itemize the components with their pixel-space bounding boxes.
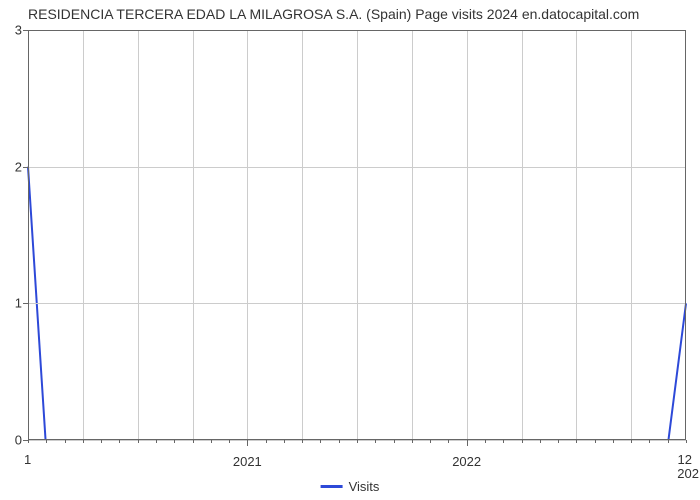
x-minor-tick [65, 440, 66, 443]
x-right-corner-label: 12 [678, 452, 692, 467]
ytick-label: 3 [15, 23, 22, 38]
ytick-label: 1 [15, 296, 22, 311]
x-minor-tick [631, 440, 632, 443]
x-minor-tick [503, 440, 504, 443]
plot-border [28, 30, 686, 31]
x-minor-tick [467, 440, 468, 443]
x-minor-tick [649, 440, 650, 443]
vgrid-line [83, 30, 84, 440]
x-minor-tick [247, 440, 248, 443]
x-minor-tick [119, 440, 120, 443]
chart-title: RESIDENCIA TERCERA EDAD LA MILAGROSA S.A… [28, 6, 639, 22]
x-minor-tick [28, 440, 29, 443]
xtick-label: 2021 [233, 454, 262, 469]
vgrid-line [522, 30, 523, 440]
x-minor-tick [375, 440, 376, 443]
x-minor-tick [540, 440, 541, 443]
vgrid-line [467, 30, 468, 440]
vgrid-line [412, 30, 413, 440]
x-minor-tick [668, 440, 669, 443]
ytick-label: 0 [15, 433, 22, 448]
x-minor-tick [339, 440, 340, 443]
x-minor-tick [485, 440, 486, 443]
x-minor-tick [284, 440, 285, 443]
x-minor-tick [558, 440, 559, 443]
x-minor-tick [229, 440, 230, 443]
x-minor-tick [522, 440, 523, 443]
plot-border [685, 30, 686, 440]
x-minor-tick [302, 440, 303, 443]
x-minor-tick [101, 440, 102, 443]
x-minor-tick [266, 440, 267, 443]
x-minor-tick [138, 440, 139, 443]
x-minor-tick [193, 440, 194, 443]
ytick-label: 2 [15, 159, 22, 174]
legend-label: Visits [349, 479, 380, 494]
plot-border [28, 30, 29, 440]
x-minor-tick [394, 440, 395, 443]
x-minor-tick [46, 440, 47, 443]
x-minor-tick [576, 440, 577, 443]
x-minor-tick [448, 440, 449, 443]
vgrid-line [247, 30, 248, 440]
visits-chart: RESIDENCIA TERCERA EDAD LA MILAGROSA S.A… [0, 0, 700, 500]
xtick-label: 2022 [452, 454, 481, 469]
x-minor-tick [430, 440, 431, 443]
x-minor-tick [357, 440, 358, 443]
plot-border [28, 439, 686, 440]
x-minor-tick [686, 440, 687, 443]
vgrid-line [302, 30, 303, 440]
x-minor-tick [83, 440, 84, 443]
x-minor-tick [613, 440, 614, 443]
x-minor-tick [211, 440, 212, 443]
vgrid-line [576, 30, 577, 440]
x-minor-tick [412, 440, 413, 443]
x-minor-tick [174, 440, 175, 443]
x-left-corner-label: 1 [24, 452, 31, 467]
vgrid-line [138, 30, 139, 440]
vgrid-line [193, 30, 194, 440]
x-minor-tick [320, 440, 321, 443]
x-minor-tick [595, 440, 596, 443]
x-right-clip-label: 202 [677, 466, 699, 481]
vgrid-line [631, 30, 632, 440]
plot-area: 012320212022112202 [28, 30, 686, 440]
legend: Visits [321, 479, 380, 494]
legend-swatch [321, 485, 343, 488]
x-minor-tick [156, 440, 157, 443]
vgrid-line [357, 30, 358, 440]
